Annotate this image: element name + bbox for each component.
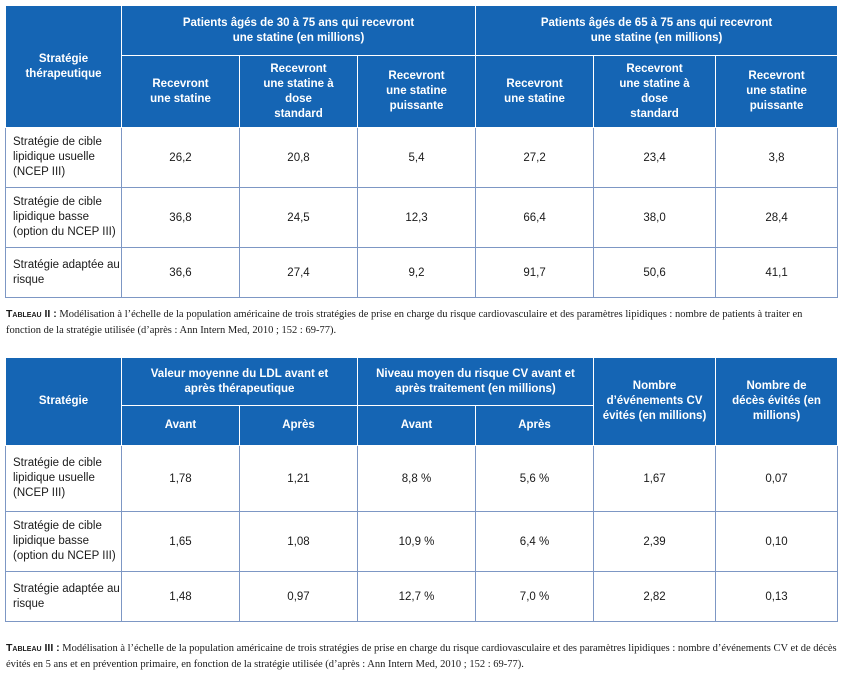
- cell-value: 1,67: [593, 445, 717, 512]
- cell-value: 38,0: [593, 187, 717, 248]
- row-label: Stratégie adaptée au risque: [5, 247, 122, 298]
- caption-text: Modélisation à l’échelle de la populatio…: [6, 309, 803, 336]
- cell-value: 27,4: [239, 247, 358, 298]
- cell-value: 20,8: [239, 127, 358, 188]
- table-caption: Tableau III : Modélisation à l’échelle d…: [6, 640, 838, 673]
- sub-header-after: Après: [474, 405, 595, 446]
- cell-value: 12,7 %: [357, 571, 476, 622]
- col-header: Recevront une statine puissante: [356, 55, 477, 128]
- row-label: Stratégie adaptée au risque: [5, 571, 122, 622]
- events-avoided-header: Nombre d’événements CV évités (en millio…: [593, 357, 717, 446]
- cell-value: 6,4 %: [474, 511, 595, 572]
- cell-value: 12,3: [356, 187, 477, 248]
- cell-value: 1,21: [239, 445, 358, 512]
- cell-value: 36,6: [121, 247, 240, 298]
- col-header: Recevront une statine: [475, 55, 595, 128]
- group-header-ldl: Valeur moyenne du LDL avant et après thé…: [121, 357, 358, 406]
- col-header: Recevront une statine: [121, 55, 240, 128]
- statin-patients-table: Stratégie thérapeutique Patients âgés de…: [5, 5, 839, 298]
- row-label: Stratégie de cible lipidique basse (opti…: [5, 511, 122, 572]
- cell-value: 27,2: [475, 127, 595, 188]
- cell-value: 1,65: [121, 511, 240, 572]
- table-row: Stratégie de cible lipidique basse (opti…: [5, 511, 839, 572]
- strategy-header: Stratégie thérapeutique: [5, 5, 122, 128]
- group-header-65-75: Patients âgés de 65 à 75 ans qui recevro…: [475, 5, 839, 56]
- cell-value: 0,97: [239, 571, 358, 622]
- cell-value: 24,5: [239, 187, 358, 248]
- cell-value: 41,1: [715, 247, 839, 298]
- caption-tag: Tableau III :: [6, 642, 60, 654]
- cell-value: 28,4: [715, 187, 839, 248]
- row-label: Stratégie de cible lipidique basse (opti…: [5, 187, 122, 248]
- table-row: Stratégie adaptée au risque 1,48 0,97 12…: [5, 571, 839, 622]
- cv-events-table: Stratégie Valeur moyenne du LDL avant et…: [5, 357, 839, 622]
- cell-value: 23,4: [593, 127, 717, 188]
- sub-header-after: Après: [239, 405, 358, 446]
- cell-value: 5,4: [356, 127, 477, 188]
- cell-value: 9,2: [356, 247, 477, 298]
- table-row: Stratégie de cible lipidique usuelle (NC…: [5, 445, 839, 512]
- strategy-header: Stratégie: [5, 357, 122, 446]
- caption-text: Modélisation à l’échelle de la populatio…: [6, 643, 837, 670]
- cell-value: 1,08: [239, 511, 358, 572]
- table-row: Stratégie de cible lipidique basse (opti…: [5, 187, 839, 248]
- cell-value: 10,9 %: [357, 511, 476, 572]
- cell-value: 1,78: [121, 445, 240, 512]
- cell-value: 91,7: [475, 247, 595, 298]
- cell-value: 3,8: [715, 127, 839, 188]
- col-header: Recevront une statine à dose standard: [593, 55, 717, 128]
- cell-value: 66,4: [475, 187, 595, 248]
- cell-value: 1,48: [121, 571, 240, 622]
- sub-header-before: Avant: [357, 405, 476, 446]
- cell-value: 0,07: [715, 445, 839, 512]
- cell-value: 8,8 %: [357, 445, 476, 512]
- cell-value: 50,6: [593, 247, 717, 298]
- cell-value: 0,13: [715, 571, 839, 622]
- caption-tag: Tableau II :: [6, 308, 57, 320]
- table-row: Stratégie adaptée au risque 36,6 27,4 9,…: [5, 247, 839, 298]
- cell-value: 0,10: [715, 511, 839, 572]
- cell-value: 2,82: [593, 571, 717, 622]
- table-caption: Tableau II : Modélisation à l’échelle de…: [6, 306, 838, 339]
- deaths-avoided-header: Nombre de décès évités (en millions): [715, 357, 839, 446]
- sub-header-before: Avant: [121, 405, 240, 446]
- row-label: Stratégie de cible lipidique usuelle (NC…: [5, 445, 122, 512]
- row-label: Stratégie de cible lipidique usuelle (NC…: [5, 127, 122, 188]
- group-header-30-75: Patients âgés de 30 à 75 ans qui recevro…: [120, 5, 477, 56]
- cell-value: 36,8: [121, 187, 240, 248]
- table-row: Stratégie de cible lipidique usuelle (NC…: [5, 127, 839, 188]
- group-header-cv-risk: Niveau moyen du risque CV avant et après…: [356, 357, 595, 406]
- col-header: Recevront une statine à dose standard: [239, 55, 358, 128]
- cell-value: 26,2: [121, 127, 240, 188]
- cell-value: 7,0 %: [474, 571, 595, 622]
- cell-value: 2,39: [593, 511, 717, 572]
- col-header: Recevront une statine puissante: [715, 55, 839, 128]
- cell-value: 5,6 %: [474, 445, 595, 512]
